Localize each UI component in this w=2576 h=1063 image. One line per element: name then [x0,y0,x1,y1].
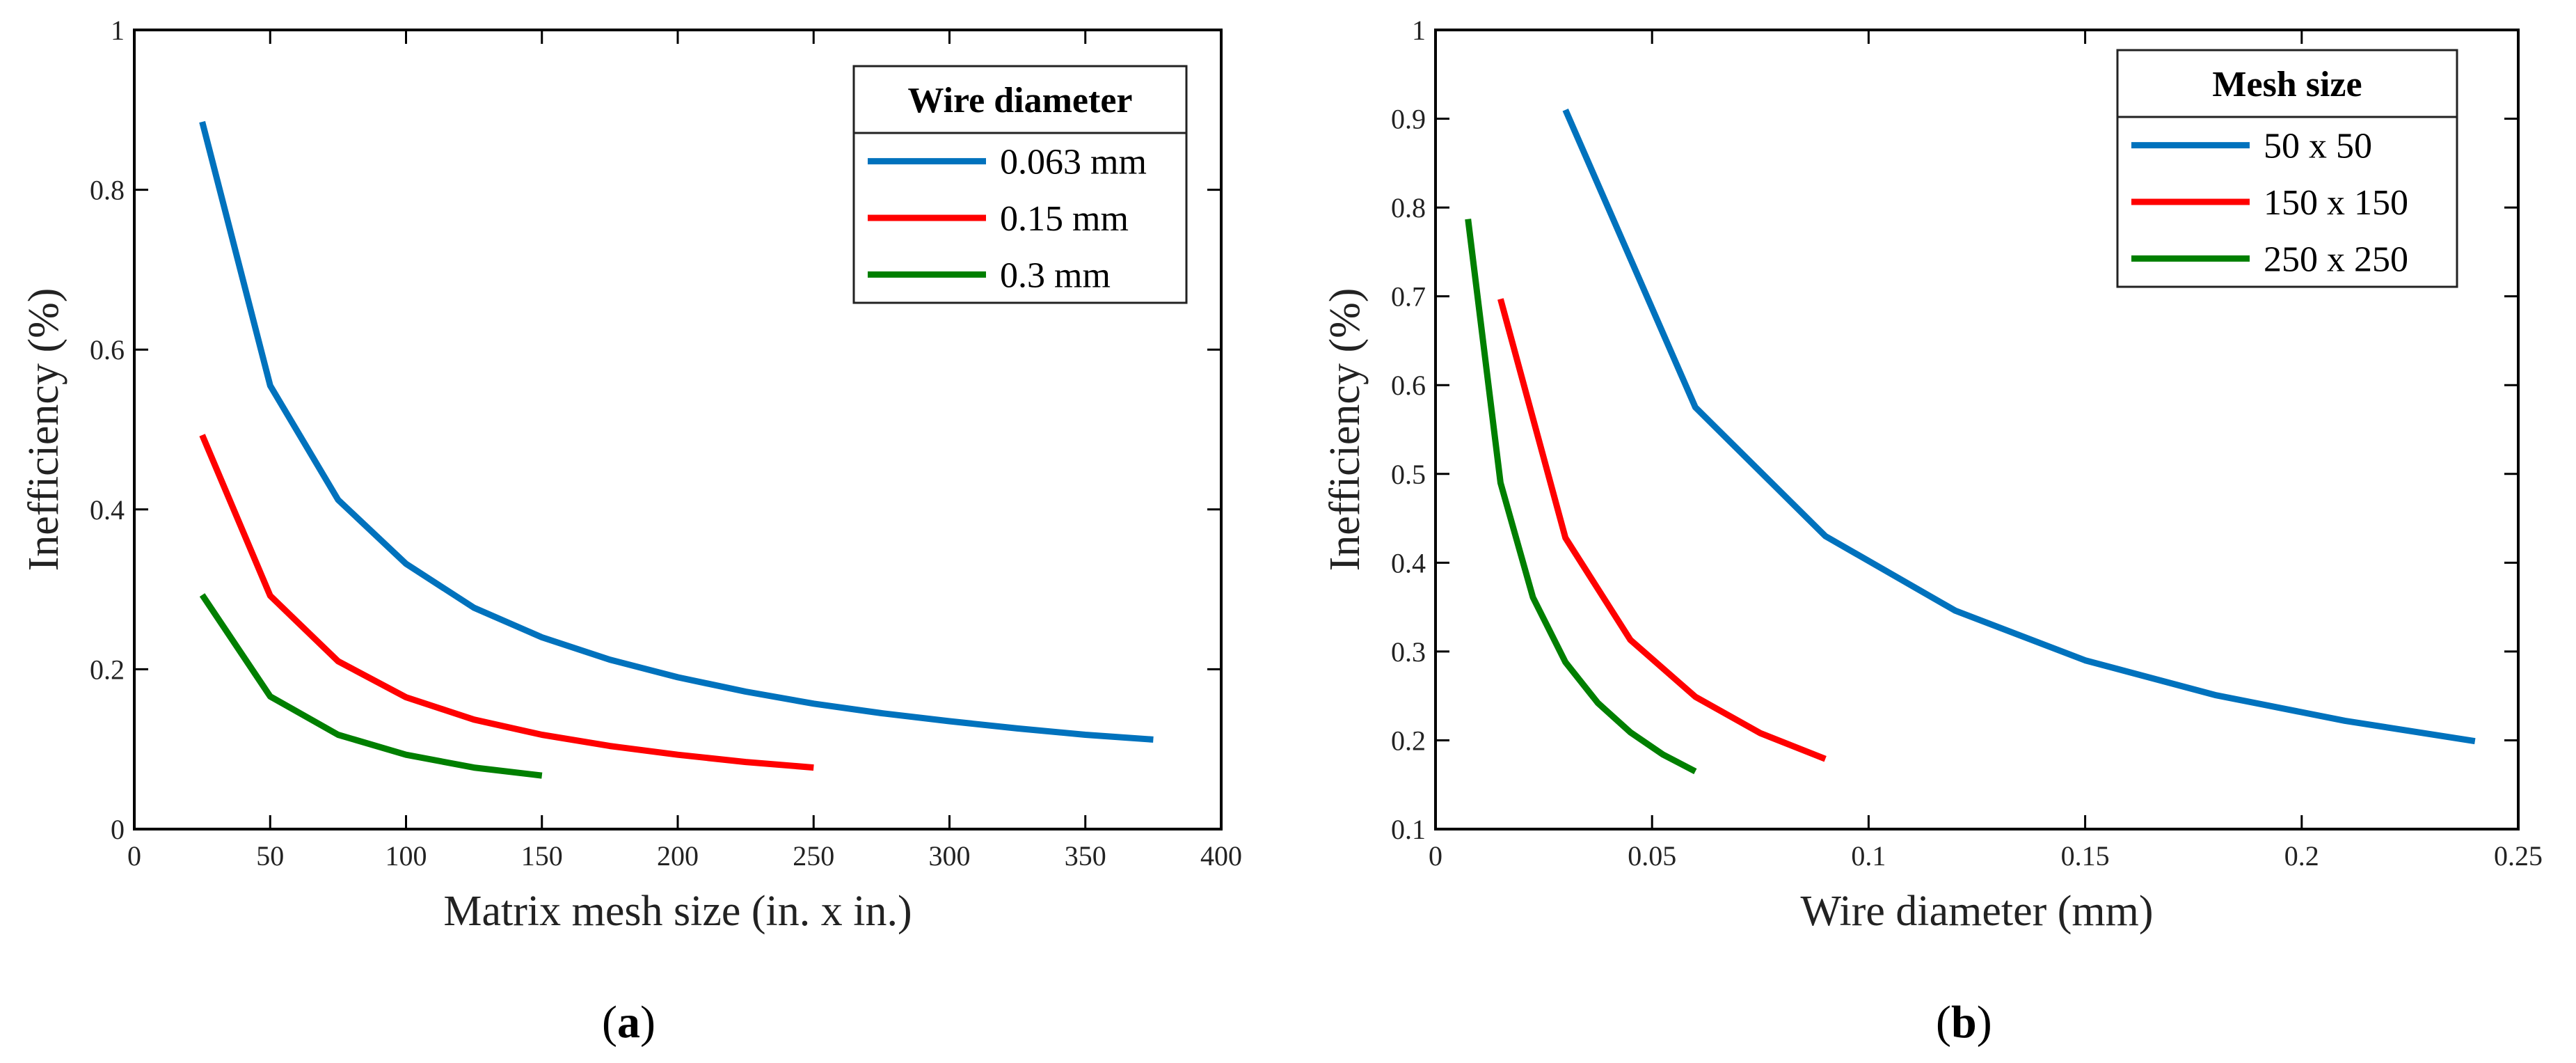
y-axis-title: Inefficiency (%) [1321,288,1369,572]
legend-entry-label: 250 x 250 [2264,239,2408,279]
panel-label-close-paren: ) [640,997,655,1048]
y-tick-label: 0.7 [1391,281,1426,313]
x-tick-label: 0.25 [2494,840,2543,872]
plot-frame [1434,29,2520,830]
x-tick-label: 300 [929,840,971,872]
legend-entry-label: 0.15 mm [1000,199,1129,239]
x-tick-label: 0 [1429,840,1442,872]
y-tick-label: 0.8 [1391,192,1426,223]
x-axis-title: Matrix mesh size (in. x in.) [443,888,912,935]
series-line-2 [1497,298,1827,762]
series-line-1 [1562,108,2476,745]
legend-entry-label: 50 x 50 [2264,127,2372,166]
x-tick-label: 0.15 [2061,840,2110,872]
panel-label: (a) [602,997,655,1048]
panel-label-letter: a [617,997,640,1048]
legend: Wire diameter 0.063 mm 0.15 mm 0.3 mm [852,65,1188,304]
series-line-3 [1465,219,1697,775]
series-line-2 [199,434,814,771]
x-tick-label: 400 [1200,840,1242,872]
x-tick-label: 50 [256,840,284,872]
x-tick-label: 350 [1065,840,1106,872]
panel-label-open-paren: ( [602,997,617,1048]
y-axis-title: Inefficiency (%) [20,288,67,572]
legend-title: Wire diameter [908,81,1133,120]
x-tick-label: 150 [521,840,563,872]
chart-panel-b: 0 0.05 0.1 0.15 0.2 0.25 0.1 0.2 0.3 0.4 0.5 0.6 0.7… [1321,15,2543,1048]
series-line-3 [199,593,543,779]
legend: Mesh size 50 x 50 150 x 150 250 x 250 [2116,49,2458,288]
y-tick-label: 0.2 [1391,725,1426,756]
legend-box [852,65,1188,304]
panel-label-close-paren: ) [1977,997,1992,1048]
x-tick-label: 0.1 [1851,840,1886,872]
panel-label-letter: b [1951,997,1977,1048]
x-tick-label: 200 [657,840,699,872]
legend-entry-label: 0.063 mm [1000,143,1147,182]
series-line-1 [199,120,1154,743]
x-tick-label: 0.2 [2284,840,2319,872]
y-tick-label: 0.2 [90,654,125,685]
legend-title: Mesh size [2212,65,2362,104]
x-tick-label: 100 [385,840,427,872]
y-tick-label: 1 [1412,15,1426,46]
y-tick-label: 0.6 [90,334,125,365]
y-tick-label: 0.8 [90,175,125,206]
y-tick-label: 1 [111,15,125,46]
x-tick-label: 0.05 [1628,840,1676,872]
y-tick-label: 0.1 [1391,814,1426,845]
panel-label-open-paren: ( [1936,997,1951,1048]
legend-box [2116,49,2458,288]
x-tick-label: 250 [793,840,834,872]
panel-label: (b) [1936,997,1992,1048]
x-axis-title: Wire diameter (mm) [1800,888,2153,935]
chart-panel-a: 0 50 100 150 200 250 300 350 400 0 0.2 0.4 0.6 0.8 1 Ma… [20,15,1242,1048]
legend-entry-label: 0.3 mm [1000,255,1111,295]
y-tick-label: 0.5 [1391,459,1426,490]
y-tick-label: 0.4 [1391,547,1426,578]
legend-entry-label: 150 x 150 [2264,183,2408,223]
y-tick-label: 0.6 [1391,370,1426,401]
y-tick-label: 0.9 [1391,104,1426,135]
x-tick-label: 0 [127,840,141,872]
y-tick-label: 0.4 [90,494,125,526]
y-tick-label: 0 [111,814,125,845]
y-tick-label: 0.3 [1391,636,1426,668]
